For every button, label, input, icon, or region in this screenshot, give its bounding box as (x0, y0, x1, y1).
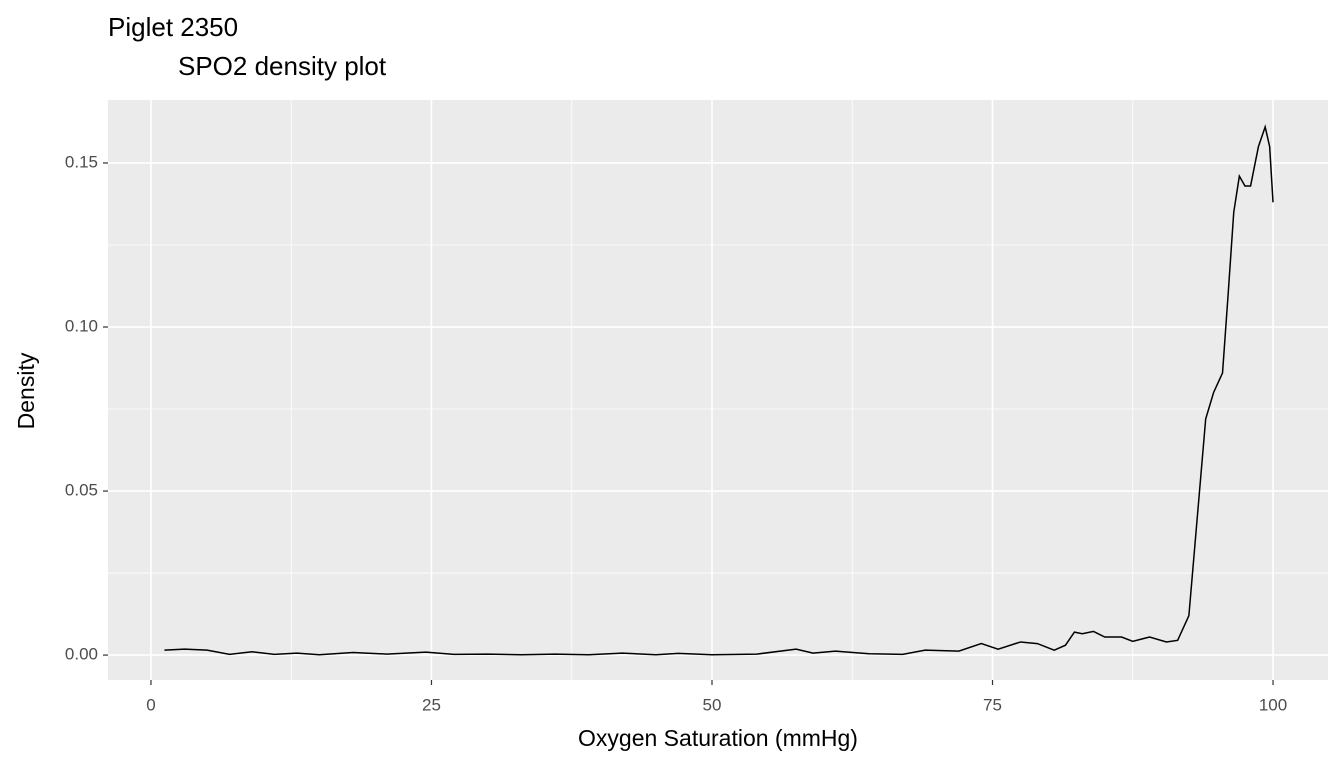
x-tick-label: 25 (422, 695, 441, 714)
y-tick-label: 0.10 (65, 316, 98, 335)
x-tick-label: 100 (1259, 695, 1287, 714)
chart-title: Piglet 2350 (108, 12, 238, 42)
y-tick-label: 0.05 (65, 481, 98, 500)
y-axis-label: Density (13, 352, 39, 429)
x-tick-label: 50 (703, 695, 722, 714)
y-tick-label: 0.15 (65, 152, 98, 171)
y-tick-label: 0.00 (65, 645, 98, 664)
panel (108, 100, 1328, 680)
x-tick-label: 75 (983, 695, 1002, 714)
x-axis-label: Oxygen Saturation (mmHg) (578, 725, 858, 751)
density-line (164, 124, 1274, 656)
chart-subtitle: SPO2 density plot (178, 51, 387, 81)
x-tick-label: 0 (146, 695, 155, 714)
